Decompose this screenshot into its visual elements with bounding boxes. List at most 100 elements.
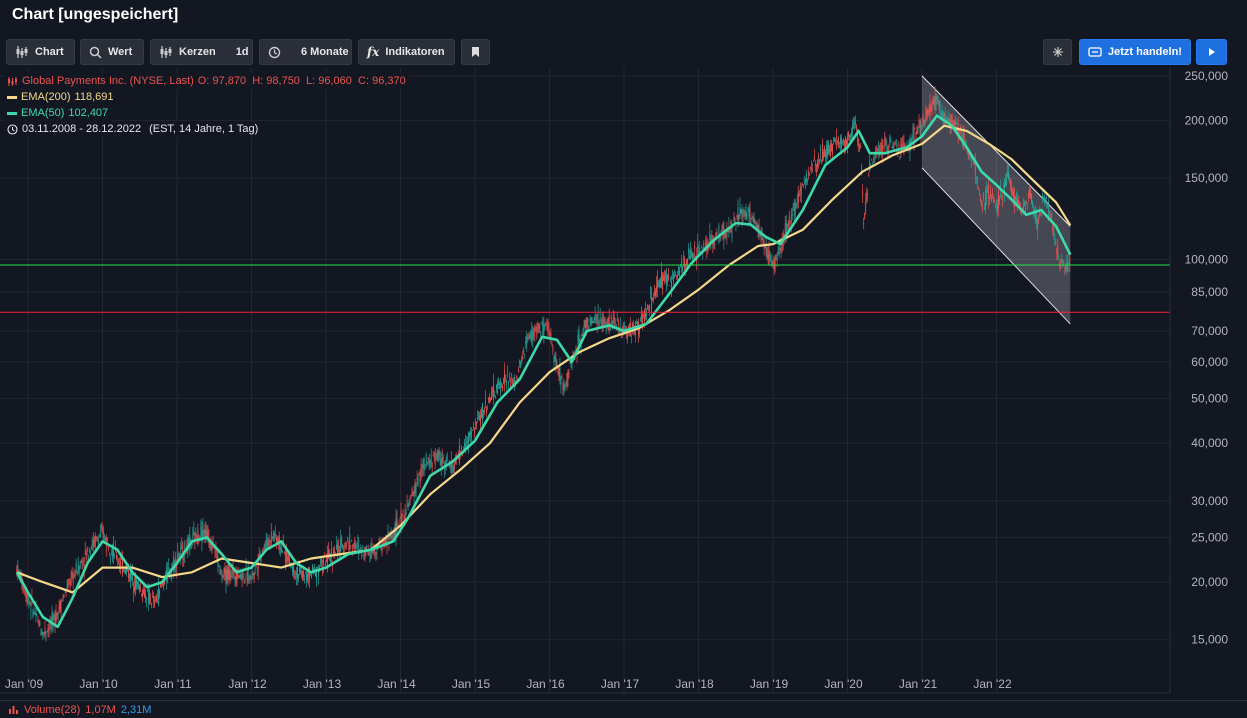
candle-body [1019,203,1020,208]
candle-body [519,360,521,365]
candle-body [437,450,439,461]
candle-body [77,561,79,570]
candle-body [269,541,271,543]
candle-body [436,451,438,462]
candle-body [398,522,400,528]
candle-body [46,631,48,633]
candle-body [331,548,333,558]
candle-body [875,148,877,153]
candle-body [589,318,591,322]
candle-body [238,575,240,577]
candle-body [279,547,281,551]
candle-body [1032,201,1034,206]
candle-body [368,550,370,556]
candle-body [992,192,993,195]
candle-body [337,544,339,558]
candle-body [1023,203,1024,209]
candle-body [531,329,533,343]
candle-body [119,564,120,567]
candle-body [835,140,836,141]
candle-body [497,383,498,393]
candle-body [247,568,249,584]
candle-body [305,571,306,573]
candle-body [734,218,736,222]
indicators-button[interactable]: fx Indikatoren [358,39,455,65]
candle-body [41,633,43,635]
candle-body [221,574,223,581]
candle-body [615,324,617,328]
ema50-swatch [7,111,17,115]
candle-body [42,631,44,639]
candle-body [755,222,757,228]
candle-body [55,612,57,624]
candle-body [650,292,651,294]
candle-body [854,123,856,125]
candle-body [821,160,822,161]
candle-body [429,460,431,466]
candle-body [881,145,883,155]
candle-body [309,568,310,582]
candle-body [369,552,371,554]
candle-body [648,306,649,308]
candle-body [1042,193,1044,201]
price-chart[interactable]: 100,00097,27076,861 250,000200,000150,00… [0,68,1247,718]
interval-label: 1d [235,46,249,58]
candle-body [508,380,510,384]
candle-body [538,323,540,332]
candle-body [442,456,444,460]
candle-body [656,286,657,293]
candle-body [812,160,814,162]
y-tick-label: 100,000 [1185,253,1229,267]
candle-body [867,192,869,195]
candle-body [539,326,541,329]
candle-body [804,179,806,186]
candle-body [370,545,372,559]
candle-body [444,460,446,465]
chart-type-button[interactable]: Chart [6,39,75,65]
play-button[interactable] [1196,39,1227,65]
candle-body [1045,198,1047,201]
candle-body [527,335,529,341]
candle-body [123,567,124,571]
candle-body [663,275,664,281]
candle-body [495,395,496,397]
candle-body [930,106,932,112]
candle-body [239,570,241,578]
candle-interval-button[interactable]: Kerzen 1d [150,39,253,65]
candle-body [968,156,970,159]
candle-body [604,319,606,325]
candle-body [161,585,163,587]
candle-body [411,488,413,496]
candle-body [33,608,35,609]
candle-body [502,385,504,391]
candle-body [721,230,723,232]
candle-body [596,315,598,325]
candle-body [769,254,771,257]
candle-body [485,400,486,404]
candle-body [441,458,443,465]
candle-body [1047,204,1049,206]
candle-body [533,331,535,337]
candle-body [555,358,557,370]
candle-body [766,247,768,257]
symbol-search-button[interactable]: Wert [80,39,144,65]
candle-body [522,355,524,359]
candle-body [592,321,594,323]
candle-body [355,545,357,547]
trade-now-button[interactable]: Jetzt handeln! [1079,39,1191,65]
candle-body [743,208,745,214]
search-icon [89,46,102,59]
candle-body [562,383,564,390]
candle-body [803,180,805,182]
candle-body [857,129,859,142]
candle-body [318,569,319,575]
bookmark-button[interactable] [461,39,490,65]
magic-tools-button[interactable] [1043,39,1072,65]
candle-body [345,543,347,547]
candle-body [1056,247,1058,255]
candle-body [197,528,199,545]
candle-body [467,441,468,443]
time-range-button[interactable]: 6 Monate [259,39,352,65]
candle-body [1038,219,1040,223]
candle-body [739,207,741,216]
